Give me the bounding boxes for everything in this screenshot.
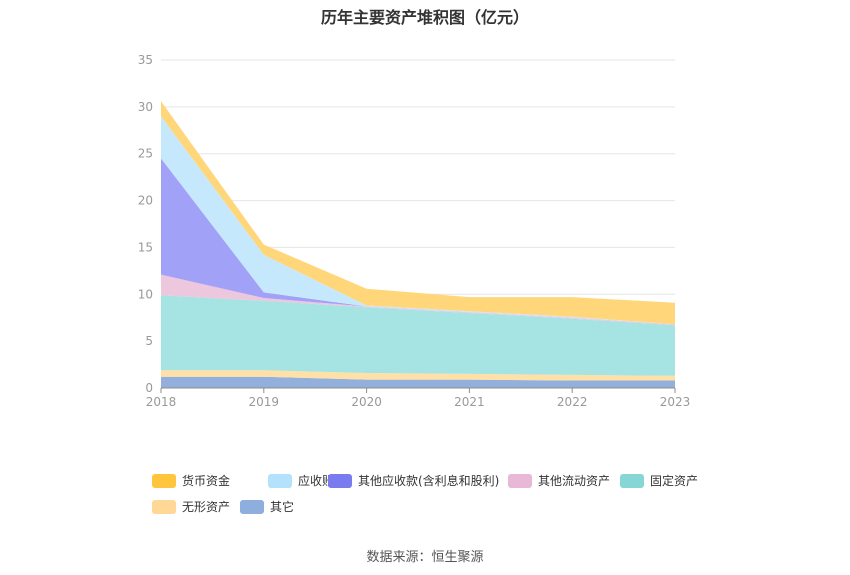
x-tick-label: 2019 (249, 395, 280, 409)
legend-label: 货币资金 (182, 474, 231, 488)
legend-swatch (152, 473, 176, 488)
legend-item[interactable]: 无形资产 (152, 498, 230, 515)
legend-item[interactable]: 其它 (240, 498, 294, 515)
y-tick-label: 20 (138, 194, 153, 208)
legend-label: 其他应收款(含利息和股利) (358, 474, 500, 488)
source-note: 数据来源：恒生聚源 (366, 550, 484, 565)
legend-item[interactable]: 固定资产 (620, 472, 698, 489)
legend-swatch (152, 499, 176, 514)
legend-swatch (620, 473, 644, 488)
area-3 (161, 274, 675, 326)
area-6 (161, 101, 675, 325)
area-0 (161, 376, 675, 388)
y-tick-label: 30 (138, 100, 153, 114)
x-tick-label: 2022 (557, 395, 588, 409)
chart-title: 历年主要资产堆积图（亿元） (320, 8, 529, 27)
x-tick-label: 2021 (454, 395, 485, 409)
legend-swatch (268, 473, 292, 488)
legend-label: 其它 (270, 500, 295, 514)
legend-item[interactable]: 其他流动资产 (508, 472, 610, 489)
legend-label: 其他流动资产 (538, 474, 611, 488)
legend-swatch (508, 473, 532, 488)
legend-item[interactable]: 货币资金 (152, 472, 230, 489)
y-tick-label: 15 (138, 240, 153, 254)
area-series (161, 101, 675, 388)
y-tick-label: 25 (138, 147, 153, 161)
legend-swatch (328, 473, 352, 488)
y-tick-label: 5 (145, 334, 153, 348)
y-tick-label: 35 (138, 53, 153, 67)
y-tick-label: 10 (138, 287, 153, 301)
x-tick-label: 2023 (660, 395, 691, 409)
axes: 0 5 10 15 20 25 30 35 2018 2019 2020 2021 2022 2023 (138, 53, 691, 409)
legend-swatch (240, 499, 264, 514)
x-tick-label: 2018 (146, 395, 177, 409)
area-2 (161, 295, 675, 376)
legend-label: 固定资产 (650, 474, 699, 488)
legend-label: 无形资产 (182, 500, 231, 514)
area-1 (161, 370, 675, 381)
x-tick-label: 2020 (351, 395, 382, 409)
legend-item[interactable]: 其他应收款(含利息和股利) (328, 472, 499, 489)
y-tick-label: 0 (145, 381, 153, 395)
area-5 (161, 116, 675, 325)
